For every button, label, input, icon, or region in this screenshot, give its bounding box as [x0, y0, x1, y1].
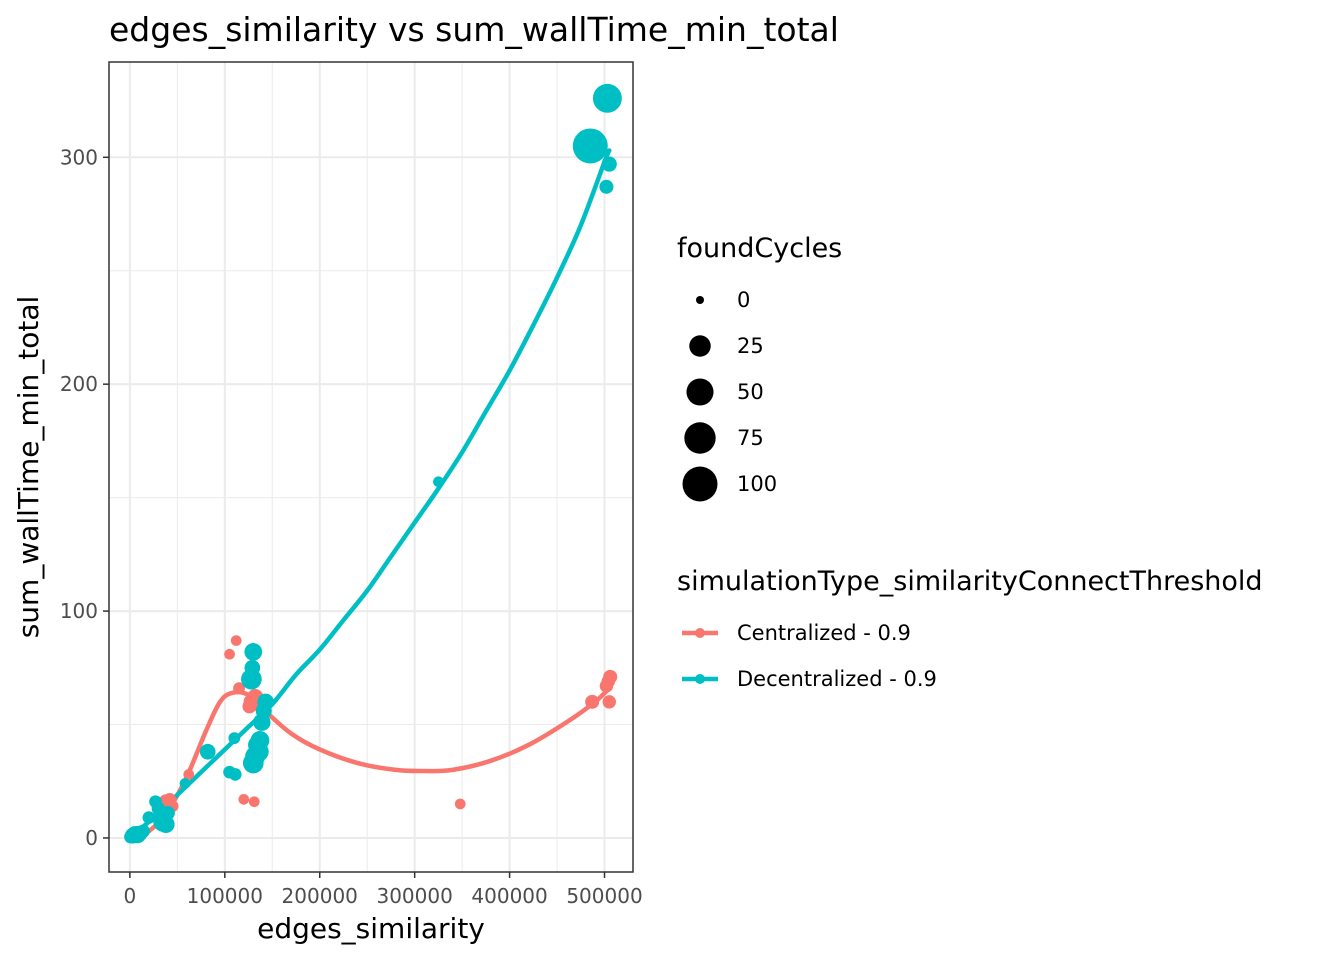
x-tick-label: 200000 [282, 884, 358, 908]
plot-border [108, 61, 634, 873]
x-tick-label: 0 [124, 884, 137, 908]
color-legend-title: simulationType_similarityConnectThreshol… [677, 566, 1263, 597]
y-axis-title: sum_wallTime_min_total [12, 296, 45, 639]
point-decentralized-0-9 [244, 643, 263, 661]
size-legend-key [686, 378, 714, 406]
color-legend-point [695, 628, 705, 638]
x-tick-label: 500000 [566, 884, 642, 908]
point-decentralized-0-9 [228, 732, 241, 745]
y-tick-label: 0 [85, 826, 98, 850]
size-legend-key [696, 296, 704, 304]
point-centralized-0-9 [248, 796, 260, 808]
x-tick-label: 400000 [471, 884, 547, 908]
point-centralized-0-9 [224, 648, 235, 660]
size-legend-label: 75 [737, 426, 764, 450]
trend-line-decentralized-0-9 [127, 148, 612, 841]
y-tick-label: 100 [60, 599, 98, 623]
chart-title: edges_similarity vs sum_wallTime_min_tot… [109, 10, 839, 49]
x-tick-label: 300000 [376, 884, 452, 908]
point-centralized-0-9 [603, 669, 618, 684]
plot-panel [109, 62, 633, 872]
y-axis-ticks: 0 100 200 300 [60, 145, 109, 850]
color-legend-label: Centralized - 0.9 [737, 621, 911, 645]
size-legend-title: foundCycles [677, 233, 842, 264]
size-legend-label: 25 [737, 334, 764, 358]
size-legend-key [684, 422, 716, 454]
y-tick-label: 300 [60, 145, 98, 169]
size-legend-key [682, 466, 718, 502]
point-centralized-0-9 [183, 769, 195, 780]
point-decentralized-0-9 [136, 824, 150, 838]
point-centralized-0-9 [230, 635, 242, 646]
point-centralized-0-9 [454, 798, 466, 810]
point-centralized-0-9 [238, 794, 250, 805]
point-centralized-0-9 [233, 682, 245, 695]
point-decentralized-0-9 [142, 811, 156, 824]
grid-major [109, 62, 633, 872]
size-legend-label: 50 [737, 380, 764, 404]
point-decentralized-0-9 [179, 778, 191, 789]
x-axis-title: edges_similarity [257, 912, 485, 945]
size-legend-label: 100 [737, 472, 777, 496]
point-decentralized-0-9 [257, 693, 274, 711]
size-legend: foundCycles 0 25 50 75 100 [677, 233, 842, 502]
point-decentralized-0-9 [228, 768, 242, 781]
point-decentralized-0-9 [599, 179, 614, 194]
data-points [124, 83, 622, 844]
size-legend-key [689, 335, 711, 357]
point-decentralized-0-9 [160, 805, 175, 821]
color-legend: simulationType_similarityConnectThreshol… [677, 566, 1263, 691]
point-centralized-0-9 [602, 695, 616, 709]
point-decentralized-0-9 [157, 815, 175, 834]
point-decentralized-0-9 [199, 743, 216, 760]
grid-minor [109, 62, 633, 872]
color-legend-label: Decentralized - 0.9 [737, 667, 937, 691]
y-tick-label: 200 [60, 372, 98, 396]
x-axis-ticks: 0 100000 200000 300000 400000 500000 [124, 872, 643, 908]
point-decentralized-0-9 [601, 156, 617, 172]
point-decentralized-0-9 [244, 659, 261, 676]
x-tick-label: 100000 [187, 884, 263, 908]
point-decentralized-0-9 [433, 476, 444, 488]
point-decentralized-0-9 [250, 731, 270, 750]
point-decentralized-0-9 [572, 128, 608, 164]
color-legend-point [695, 674, 705, 684]
size-legend-label: 0 [737, 288, 750, 312]
point-centralized-0-9 [585, 694, 600, 709]
point-decentralized-0-9 [592, 83, 622, 113]
